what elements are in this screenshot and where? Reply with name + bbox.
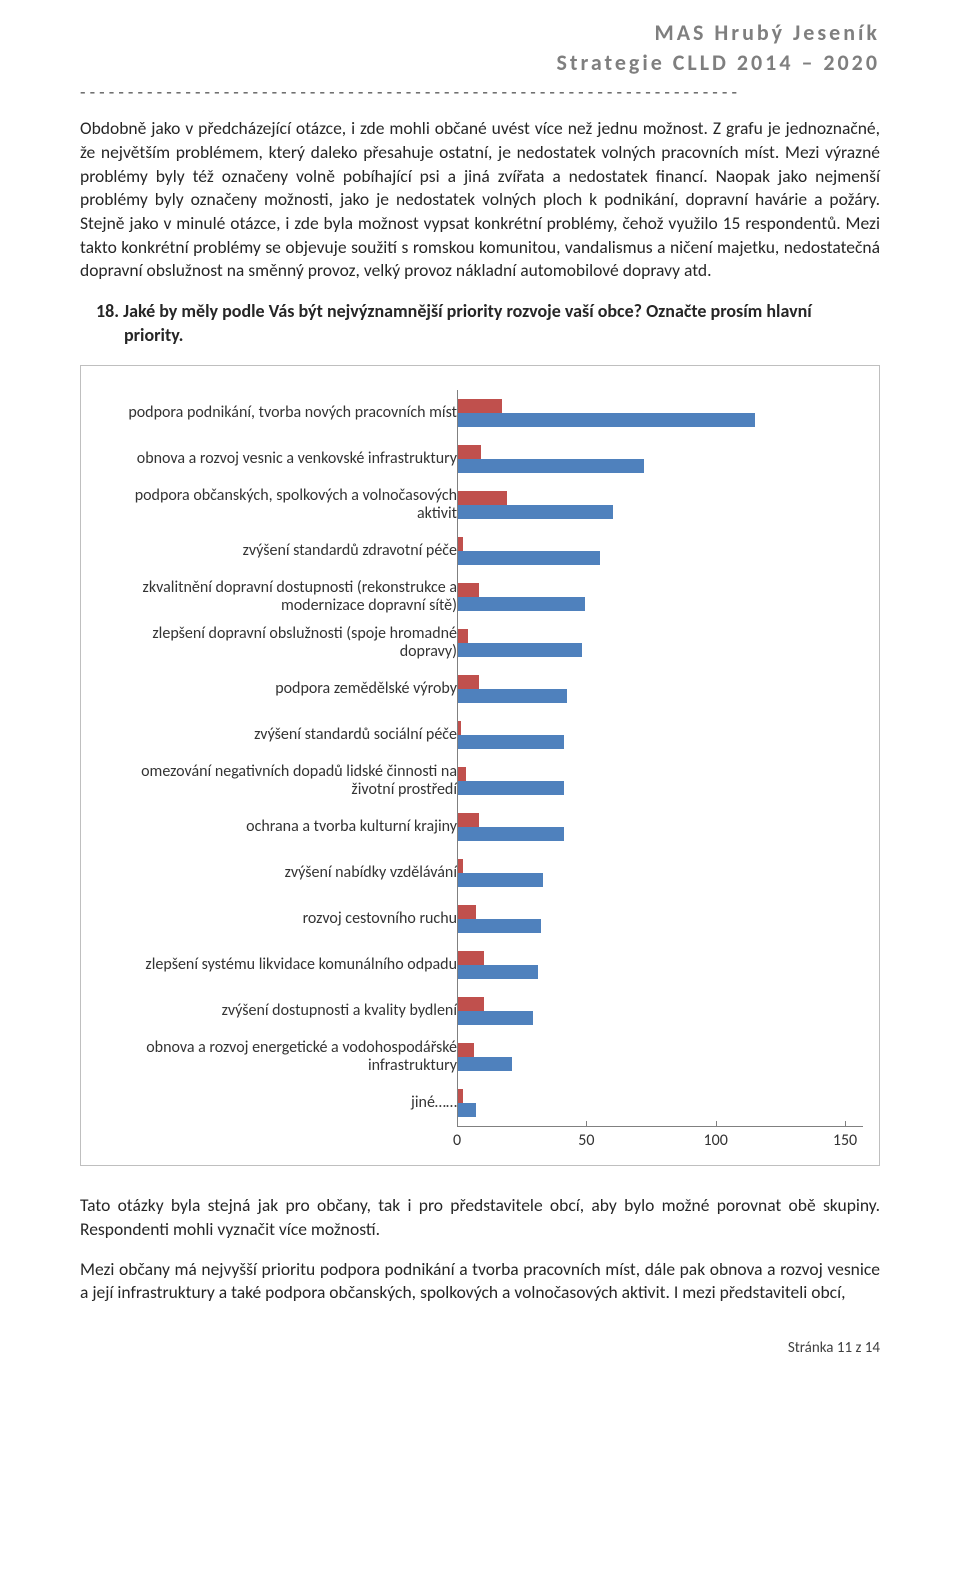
chart-category-label: podpora občanských, spolkových a volnoča… [97, 482, 467, 528]
chart-category-label: ochrana a tvorba kulturní krajiny [97, 804, 467, 850]
chart-bar-series-b [458, 689, 567, 703]
chart-bar-series-b [458, 919, 541, 933]
chart-bar-group [458, 1080, 863, 1126]
axis-tick-label: 50 [578, 1131, 594, 1150]
axis-tick [716, 1121, 717, 1127]
chart-bar-series-b [458, 1011, 533, 1025]
chart-bar-series-a [458, 675, 479, 689]
chart-bar-series-a [458, 491, 507, 505]
doc-header: MAS Hrubý Jeseník Strategie CLLD 2014 – … [80, 18, 880, 77]
priorities-chart: podpora podnikání, tvorba nových pracovn… [80, 365, 880, 1166]
question-heading: 18. Jaké by měly podle Vás být nejvýznam… [124, 299, 880, 348]
chart-bar-group [458, 850, 863, 896]
chart-bar-series-b [458, 1057, 512, 1071]
header-rule: - - - - - - - - - - - - - - - - - - - - … [80, 81, 880, 103]
chart-category-label: zlepšení systému likvidace komunálního o… [97, 942, 467, 988]
chart-bar-series-a [458, 629, 468, 643]
chart-bar-group [458, 1034, 863, 1080]
chart-bar-group [458, 896, 863, 942]
chart-bar-series-b [458, 827, 564, 841]
chart-bar-series-a [458, 813, 479, 827]
chart-category-label: zlepšení dopravní obslužnosti (spoje hro… [97, 620, 467, 666]
chart-bar-series-a [458, 445, 481, 459]
chart-bar-series-b [458, 643, 582, 657]
chart-bar-group [458, 666, 863, 712]
chart-bar-series-a [458, 997, 484, 1011]
chart-bar-series-b [458, 597, 585, 611]
chart-category-label: podpora zemědělské výroby [97, 666, 467, 712]
chart-category-label: zkvalitnění dopravní dostupnosti (rekons… [97, 574, 467, 620]
chart-bar-series-b [458, 505, 613, 519]
chart-category-label: omezování negativních dopadů lidské činn… [97, 758, 467, 804]
chart-category-label: zvýšení standardů zdravotní péče [97, 528, 467, 574]
chart-bar-series-a [458, 905, 476, 919]
chart-bar-series-a [458, 721, 461, 735]
chart-bar-series-a [458, 1043, 474, 1057]
chart-plot-area [457, 390, 863, 1126]
chart-bar-series-a [458, 859, 463, 873]
chart-category-label: zvýšení nabídky vzdělávání [97, 850, 467, 896]
chart-bar-group [458, 804, 863, 850]
axis-tick-label: 100 [703, 1131, 727, 1150]
chart-bar-group [458, 482, 863, 528]
page-footer: Stránka 11 z 14 [80, 1339, 880, 1357]
chart-category-label: obnova a rozvoj energetické a vodohospod… [97, 1034, 467, 1080]
chart-bar-group [458, 712, 863, 758]
chart-x-axis: 0 50 100 150 [97, 1126, 863, 1155]
axis-tick [845, 1121, 846, 1127]
chart-bar-series-b [458, 413, 755, 427]
chart-category-label: podpora podnikání, tvorba nových pracovn… [97, 390, 467, 436]
chart-bar-series-b [458, 459, 644, 473]
chart-bar-group [458, 390, 863, 436]
axis-tick [586, 1121, 587, 1127]
chart-category-label: zvýšení standardů sociální péče [97, 712, 467, 758]
chart-bar-series-a [458, 951, 484, 965]
paragraph-3: Mezi občany má nejvyšší prioritu podpora… [80, 1258, 880, 1305]
chart-category-label: zvýšení dostupnosti a kvality bydlení [97, 988, 467, 1034]
chart-bar-group [458, 988, 863, 1034]
chart-category-labels: podpora podnikání, tvorba nových pracovn… [97, 390, 457, 1126]
chart-bar-series-b [458, 1103, 476, 1117]
chart-bar-group [458, 436, 863, 482]
chart-category-label: obnova a rozvoj vesnic a venkovské infra… [97, 436, 467, 482]
chart-bar-series-b [458, 965, 538, 979]
axis-tick [457, 1121, 458, 1127]
paragraph-2: Tato otázky byla stejná jak pro občany, … [80, 1194, 880, 1241]
chart-bar-series-b [458, 781, 564, 795]
chart-bar-series-a [458, 583, 479, 597]
chart-bar-series-a [458, 1089, 463, 1103]
chart-bar-group [458, 574, 863, 620]
header-line-1: MAS Hrubý Jeseník [80, 18, 880, 48]
chart-bar-group [458, 528, 863, 574]
chart-bar-group [458, 758, 863, 804]
chart-bar-series-a [458, 537, 463, 551]
axis-tick-label: 150 [833, 1131, 857, 1150]
chart-bar-group [458, 620, 863, 666]
chart-bar-series-b [458, 551, 600, 565]
header-line-2: Strategie CLLD 2014 – 2020 [80, 48, 880, 78]
chart-bar-group [458, 942, 863, 988]
chart-bar-series-b [458, 873, 543, 887]
chart-category-label: jiné…… [97, 1080, 467, 1126]
chart-category-label: rozvoj cestovního ruchu [97, 896, 467, 942]
chart-bar-series-a [458, 767, 466, 781]
axis-tick-label: 0 [453, 1131, 461, 1150]
chart-bar-series-b [458, 735, 564, 749]
paragraph-1: Obdobně jako v předcházející otázce, i z… [80, 117, 880, 282]
chart-bar-series-a [458, 399, 502, 413]
